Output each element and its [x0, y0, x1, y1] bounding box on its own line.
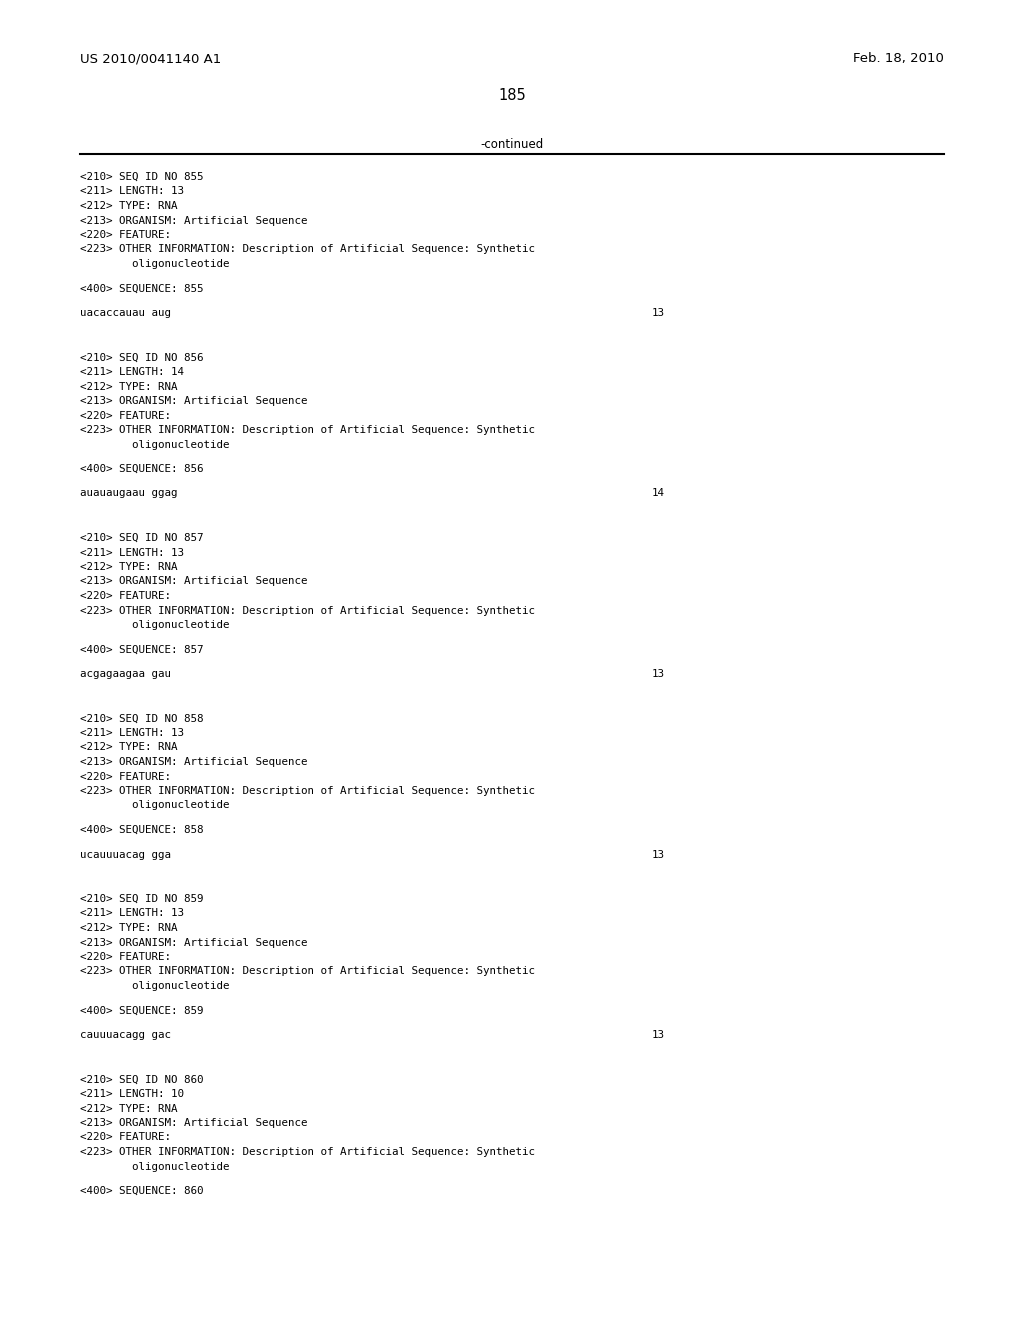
Text: <213> ORGANISM: Artificial Sequence: <213> ORGANISM: Artificial Sequence	[80, 1118, 307, 1129]
Text: <400> SEQUENCE: 859: <400> SEQUENCE: 859	[80, 1006, 204, 1015]
Text: <220> FEATURE:: <220> FEATURE:	[80, 1133, 171, 1143]
Text: oligonucleotide: oligonucleotide	[80, 620, 229, 630]
Text: <211> LENGTH: 13: <211> LENGTH: 13	[80, 186, 184, 197]
Text: oligonucleotide: oligonucleotide	[80, 800, 229, 810]
Text: <213> ORGANISM: Artificial Sequence: <213> ORGANISM: Artificial Sequence	[80, 937, 307, 948]
Text: 14: 14	[651, 488, 665, 499]
Text: -continued: -continued	[480, 139, 544, 150]
Text: <223> OTHER INFORMATION: Description of Artificial Sequence: Synthetic: <223> OTHER INFORMATION: Description of …	[80, 244, 535, 255]
Text: 13: 13	[651, 308, 665, 318]
Text: <223> OTHER INFORMATION: Description of Artificial Sequence: Synthetic: <223> OTHER INFORMATION: Description of …	[80, 785, 535, 796]
Text: ucauuuacag gga: ucauuuacag gga	[80, 850, 171, 859]
Text: <211> LENGTH: 14: <211> LENGTH: 14	[80, 367, 184, 378]
Text: <210> SEQ ID NO 858: <210> SEQ ID NO 858	[80, 714, 204, 723]
Text: <210> SEQ ID NO 860: <210> SEQ ID NO 860	[80, 1074, 204, 1085]
Text: <220> FEATURE:: <220> FEATURE:	[80, 230, 171, 240]
Text: <400> SEQUENCE: 858: <400> SEQUENCE: 858	[80, 825, 204, 836]
Text: oligonucleotide: oligonucleotide	[80, 981, 229, 991]
Text: <212> TYPE: RNA: <212> TYPE: RNA	[80, 381, 177, 392]
Text: <220> FEATURE:: <220> FEATURE:	[80, 411, 171, 421]
Text: <210> SEQ ID NO 855: <210> SEQ ID NO 855	[80, 172, 204, 182]
Text: <400> SEQUENCE: 856: <400> SEQUENCE: 856	[80, 465, 204, 474]
Text: auauaugaau ggag: auauaugaau ggag	[80, 488, 177, 499]
Text: oligonucleotide: oligonucleotide	[80, 440, 229, 450]
Text: 185: 185	[498, 88, 526, 103]
Text: oligonucleotide: oligonucleotide	[80, 1162, 229, 1172]
Text: <210> SEQ ID NO 857: <210> SEQ ID NO 857	[80, 533, 204, 543]
Text: uacaccauau aug: uacaccauau aug	[80, 308, 171, 318]
Text: <213> ORGANISM: Artificial Sequence: <213> ORGANISM: Artificial Sequence	[80, 215, 307, 226]
Text: 13: 13	[651, 669, 665, 678]
Text: <212> TYPE: RNA: <212> TYPE: RNA	[80, 923, 177, 933]
Text: <213> ORGANISM: Artificial Sequence: <213> ORGANISM: Artificial Sequence	[80, 396, 307, 407]
Text: <223> OTHER INFORMATION: Description of Artificial Sequence: Synthetic: <223> OTHER INFORMATION: Description of …	[80, 425, 535, 436]
Text: <212> TYPE: RNA: <212> TYPE: RNA	[80, 1104, 177, 1114]
Text: <220> FEATURE:: <220> FEATURE:	[80, 771, 171, 781]
Text: US 2010/0041140 A1: US 2010/0041140 A1	[80, 51, 221, 65]
Text: cauuuacagg gac: cauuuacagg gac	[80, 1030, 171, 1040]
Text: <211> LENGTH: 13: <211> LENGTH: 13	[80, 548, 184, 557]
Text: <223> OTHER INFORMATION: Description of Artificial Sequence: Synthetic: <223> OTHER INFORMATION: Description of …	[80, 606, 535, 615]
Text: <212> TYPE: RNA: <212> TYPE: RNA	[80, 562, 177, 572]
Text: Feb. 18, 2010: Feb. 18, 2010	[853, 51, 944, 65]
Text: <211> LENGTH: 13: <211> LENGTH: 13	[80, 908, 184, 919]
Text: <213> ORGANISM: Artificial Sequence: <213> ORGANISM: Artificial Sequence	[80, 756, 307, 767]
Text: 13: 13	[651, 1030, 665, 1040]
Text: <210> SEQ ID NO 856: <210> SEQ ID NO 856	[80, 352, 204, 363]
Text: <223> OTHER INFORMATION: Description of Artificial Sequence: Synthetic: <223> OTHER INFORMATION: Description of …	[80, 1147, 535, 1158]
Text: oligonucleotide: oligonucleotide	[80, 259, 229, 269]
Text: acgagaagaa gau: acgagaagaa gau	[80, 669, 171, 678]
Text: <210> SEQ ID NO 859: <210> SEQ ID NO 859	[80, 894, 204, 904]
Text: <400> SEQUENCE: 855: <400> SEQUENCE: 855	[80, 284, 204, 293]
Text: <400> SEQUENCE: 857: <400> SEQUENCE: 857	[80, 644, 204, 655]
Text: <211> LENGTH: 13: <211> LENGTH: 13	[80, 729, 184, 738]
Text: <223> OTHER INFORMATION: Description of Artificial Sequence: Synthetic: <223> OTHER INFORMATION: Description of …	[80, 966, 535, 977]
Text: 13: 13	[651, 850, 665, 859]
Text: <220> FEATURE:: <220> FEATURE:	[80, 952, 171, 962]
Text: <400> SEQUENCE: 860: <400> SEQUENCE: 860	[80, 1185, 204, 1196]
Text: <220> FEATURE:: <220> FEATURE:	[80, 591, 171, 601]
Text: <211> LENGTH: 10: <211> LENGTH: 10	[80, 1089, 184, 1100]
Text: <212> TYPE: RNA: <212> TYPE: RNA	[80, 201, 177, 211]
Text: <213> ORGANISM: Artificial Sequence: <213> ORGANISM: Artificial Sequence	[80, 577, 307, 586]
Text: <212> TYPE: RNA: <212> TYPE: RNA	[80, 742, 177, 752]
